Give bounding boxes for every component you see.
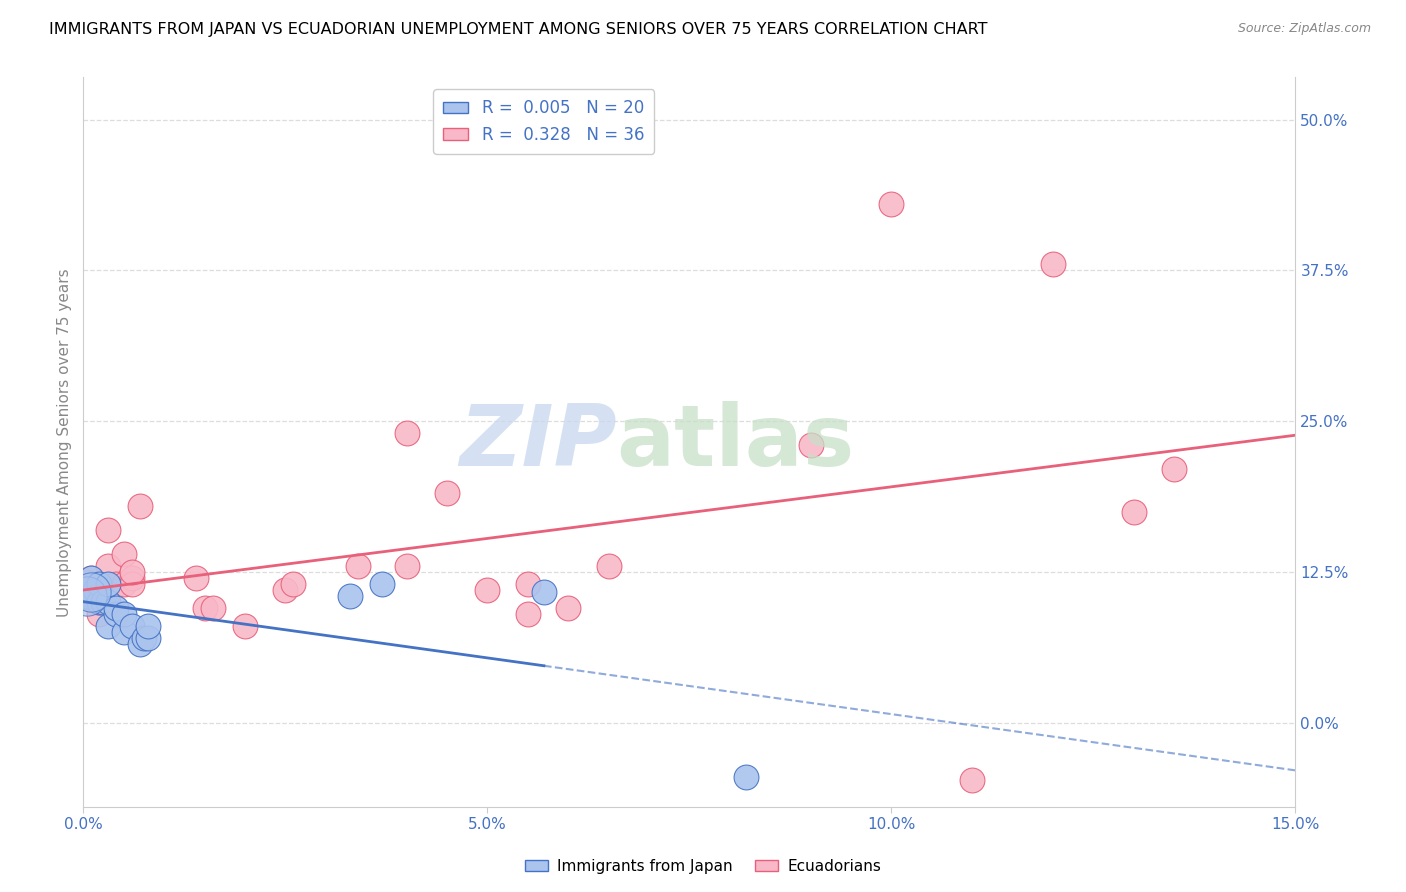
Point — [136, 631, 159, 645]
Point — [96, 558, 118, 573]
Point — [112, 625, 135, 640]
Point — [76, 577, 98, 591]
Point — [80, 571, 103, 585]
Legend: Immigrants from Japan, Ecuadorians: Immigrants from Japan, Ecuadorians — [519, 853, 887, 880]
Point — [112, 547, 135, 561]
Point — [800, 438, 823, 452]
Point — [76, 582, 98, 597]
Point — [112, 607, 135, 621]
Point — [533, 585, 555, 599]
Point — [121, 571, 143, 585]
Point — [80, 571, 103, 585]
Point — [477, 582, 499, 597]
Text: IMMIGRANTS FROM JAPAN VS ECUADORIAN UNEMPLOYMENT AMONG SENIORS OVER 75 YEARS COR: IMMIGRANTS FROM JAPAN VS ECUADORIAN UNEM… — [49, 22, 987, 37]
Point — [93, 595, 115, 609]
Point — [76, 589, 98, 603]
Point — [371, 577, 394, 591]
Point — [1163, 462, 1185, 476]
Point — [84, 595, 107, 609]
Y-axis label: Unemployment Among Seniors over 75 years: Unemployment Among Seniors over 75 years — [58, 268, 72, 616]
Point — [89, 577, 111, 591]
Point — [136, 619, 159, 633]
Point — [128, 637, 150, 651]
Point — [89, 607, 111, 621]
Point — [89, 577, 111, 591]
Point — [283, 577, 305, 591]
Point — [96, 595, 118, 609]
Point — [104, 577, 127, 591]
Point — [880, 197, 903, 211]
Point — [104, 601, 127, 615]
Point — [96, 577, 118, 591]
Point — [516, 577, 538, 591]
Point — [395, 426, 418, 441]
Point — [339, 589, 361, 603]
Point — [436, 486, 458, 500]
Point — [557, 601, 579, 615]
Point — [104, 607, 127, 621]
Point — [132, 631, 155, 645]
Point — [89, 595, 111, 609]
Point — [395, 558, 418, 573]
Point — [121, 565, 143, 579]
Point — [1042, 257, 1064, 271]
Point — [89, 595, 111, 609]
Point — [347, 558, 370, 573]
Point — [96, 523, 118, 537]
Point — [201, 601, 224, 615]
Point — [76, 589, 98, 603]
Point — [80, 577, 103, 591]
Text: atlas: atlas — [617, 401, 855, 483]
Point — [274, 582, 297, 597]
Point — [598, 558, 620, 573]
Point — [121, 577, 143, 591]
Text: ZIP: ZIP — [458, 401, 617, 483]
Point — [186, 571, 208, 585]
Point — [80, 585, 103, 599]
Point — [121, 619, 143, 633]
Point — [193, 601, 215, 615]
Point — [112, 577, 135, 591]
Legend: R =  0.005   N = 20, R =  0.328   N = 36: R = 0.005 N = 20, R = 0.328 N = 36 — [433, 89, 654, 153]
Point — [96, 577, 118, 591]
Point — [96, 619, 118, 633]
Point — [960, 773, 983, 788]
Point — [735, 770, 758, 784]
Point — [233, 619, 256, 633]
Point — [516, 607, 538, 621]
Point — [128, 499, 150, 513]
Point — [1122, 504, 1144, 518]
Text: Source: ZipAtlas.com: Source: ZipAtlas.com — [1237, 22, 1371, 36]
Point — [84, 582, 107, 597]
